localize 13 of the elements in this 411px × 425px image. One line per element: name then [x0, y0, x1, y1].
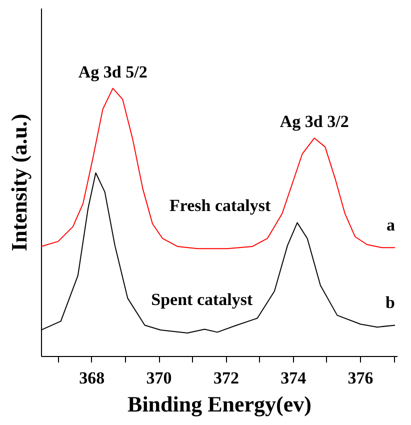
x-tick-label: 370 [146, 368, 172, 388]
x-axis-title: Binding Energy(ev) [128, 392, 312, 416]
x-tick-label: 374 [280, 368, 307, 388]
annotation: Ag 3d 5/2 [78, 62, 148, 82]
annotation: Ag 3d 3/2 [280, 112, 349, 132]
series-label: a [386, 216, 396, 235]
x-tick-label: 372 [213, 368, 239, 388]
x-tick-label: 368 [79, 368, 105, 388]
y-axis-title: Intensity (a.u.) [6, 114, 32, 252]
series-label: b [386, 293, 395, 312]
x-tick-label: 376 [348, 368, 374, 388]
annotation: Spent catalyst [151, 290, 254, 309]
annotation: Fresh catalyst [169, 196, 271, 216]
